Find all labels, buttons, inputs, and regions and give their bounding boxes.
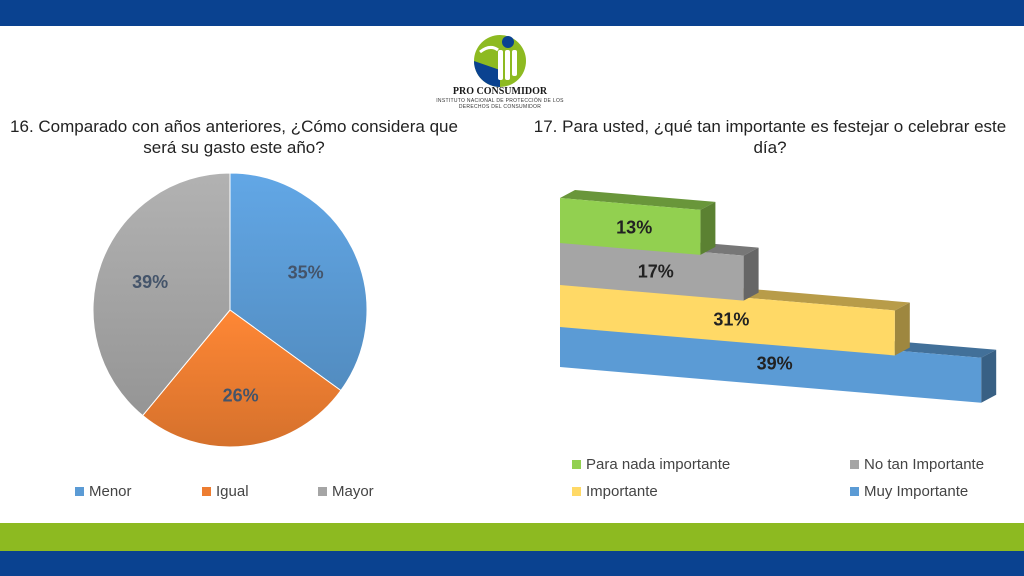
legend-swatch [572, 487, 581, 496]
bar-legend-no-tan-importante: No tan Importante [850, 456, 984, 473]
org-subtitle: INSTITUTO NACIONAL DE PROTECCIÓN DE LOS … [436, 98, 564, 110]
pie-slice-igual [141, 309, 342, 448]
legend-swatch [850, 487, 859, 496]
bar-legend-muy-importante: Muy Importante [850, 483, 968, 500]
legend-swatch [318, 487, 327, 496]
pro-consumidor-logo [474, 35, 526, 87]
legend-swatch [572, 460, 581, 469]
legend-label: Importante [586, 483, 658, 500]
legend-label: Muy Importante [864, 483, 969, 500]
bar-label-importante: 31% [713, 310, 749, 330]
pie-legend-menor: Menor [75, 483, 132, 500]
pie-chart-title: 16. Comparado con años anteriores, ¿Cómo… [10, 117, 458, 157]
pie-label-igual: 26% [223, 385, 259, 405]
legend-label: Igual [216, 483, 249, 500]
pie-label-mayor: 39% [132, 272, 168, 292]
top-banner [0, 0, 1024, 26]
legend-swatch [75, 487, 84, 496]
legend-swatch [202, 487, 211, 496]
bar-label-no-tan-importante: 17% [638, 261, 674, 281]
pie-legend-igual: Igual [202, 483, 249, 500]
legend-swatch [850, 460, 859, 469]
bar-label-muy-importante: 39% [757, 353, 793, 373]
legend-label: Mayor [332, 483, 374, 500]
legend-label: No tan Importante [864, 456, 985, 473]
pie-slice-mayor [92, 172, 231, 417]
bar-para-nada-importante [560, 190, 716, 255]
legend-label: Para nada importante [586, 456, 731, 473]
bar-legend-importante: Importante [572, 483, 658, 500]
bar-legend-para-nada-importante: Para nada importante [572, 456, 730, 473]
org-name: PRO CONSUMIDOR [452, 86, 548, 97]
pie-label-menor: 35% [288, 262, 324, 282]
footer-blue-band [0, 551, 1024, 576]
footer-green-band [0, 523, 1024, 551]
pie-legend-mayor: Mayor [318, 483, 374, 500]
bar-chart-title: 17. Para usted, ¿qué tan importante es f… [533, 117, 1007, 157]
bar-label-para-nada-importante: 13% [616, 217, 652, 237]
pie-slice-menor [229, 172, 368, 392]
legend-label: Menor [89, 483, 132, 500]
